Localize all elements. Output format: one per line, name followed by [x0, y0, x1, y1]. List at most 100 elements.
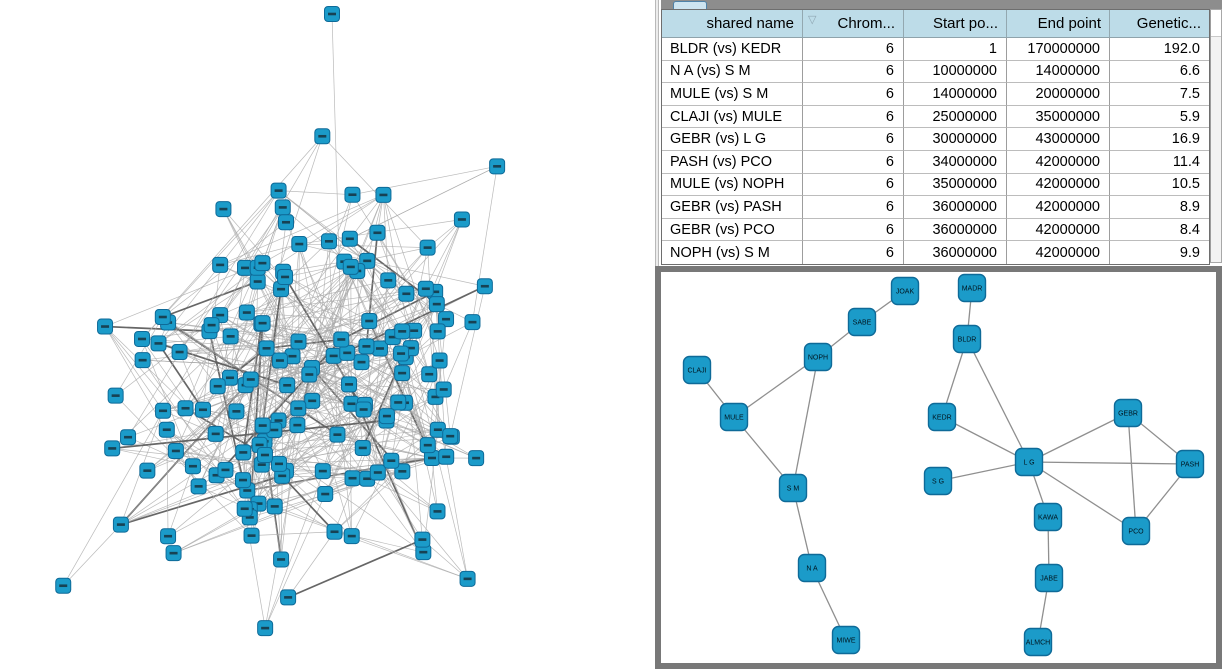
network-edge[interactable]: [278, 403, 352, 465]
network-edge[interactable]: [220, 243, 300, 266]
network-node[interactable]: [158, 421, 175, 438]
network-edge[interactable]: [220, 194, 384, 266]
network-node[interactable]: [355, 401, 372, 418]
network-edge[interactable]: [104, 262, 263, 327]
network-edge[interactable]: [279, 360, 424, 553]
network-edge[interactable]: [246, 288, 426, 313]
network-node[interactable]: [120, 429, 137, 446]
table-row[interactable]: MULE (vs) NOPH 6 35000000 42000000 10.5: [662, 173, 1209, 197]
network-edge[interactable]: [215, 348, 381, 435]
network-edge[interactable]: [351, 353, 402, 405]
network-node[interactable]: [207, 425, 224, 442]
network-node[interactable]: [476, 278, 493, 295]
network-node[interactable]: [222, 328, 239, 345]
network-edge[interactable]: [367, 260, 485, 287]
filter-icon[interactable]: ▽: [808, 14, 817, 26]
network-edge[interactable]: [351, 403, 424, 553]
network-node[interactable]: [177, 400, 194, 417]
network-node[interactable]: ALMCH: [1023, 627, 1053, 657]
network-node[interactable]: [270, 182, 287, 199]
network-edge[interactable]: [311, 270, 358, 369]
column-header-chromosome[interactable]: ▽ Chrom...: [803, 10, 904, 38]
network-node[interactable]: N A: [797, 553, 827, 583]
network-node[interactable]: [354, 439, 371, 456]
network-node[interactable]: [393, 345, 410, 362]
network-edge[interactable]: [1028, 461, 1191, 465]
network-node[interactable]: [290, 333, 307, 350]
network-node[interactable]: [394, 463, 411, 480]
network-edge[interactable]: [264, 493, 326, 629]
network-edge[interactable]: [283, 261, 345, 273]
network-edge[interactable]: [322, 136, 428, 248]
network-edge[interactable]: [211, 324, 451, 437]
network-edge[interactable]: [167, 454, 266, 537]
network-edge[interactable]: [162, 410, 216, 435]
network-node[interactable]: [453, 211, 470, 228]
network-edge[interactable]: [179, 351, 204, 410]
network-node[interactable]: [134, 352, 151, 369]
network-node[interactable]: [273, 551, 290, 568]
network-node[interactable]: [383, 452, 400, 469]
network-node[interactable]: [165, 545, 182, 562]
network-node[interactable]: MULE: [719, 402, 749, 432]
network-node[interactable]: [279, 377, 296, 394]
network-node[interactable]: [270, 455, 287, 472]
network-node[interactable]: [333, 331, 350, 348]
network-edge[interactable]: [264, 441, 424, 553]
network-node[interactable]: [104, 440, 121, 457]
network-node[interactable]: [258, 340, 275, 357]
table-row[interactable]: CLAJI (vs) MULE 6 25000000 35000000 5.9: [662, 105, 1209, 129]
network-edge[interactable]: [158, 336, 231, 344]
network-node[interactable]: [290, 400, 307, 417]
network-edge[interactable]: [261, 136, 323, 324]
network-edge[interactable]: [158, 194, 384, 344]
network-edge[interactable]: [941, 416, 1030, 463]
network-node[interactable]: [344, 470, 361, 487]
subnetwork-view[interactable]: JOAK MADR SABE BLDR NOPH CLAJI MULE KEDR GEBR L G…: [661, 272, 1216, 663]
network-edge[interactable]: [217, 336, 231, 387]
network-node[interactable]: [236, 500, 253, 517]
network-edge[interactable]: [175, 270, 358, 452]
network-node[interactable]: [329, 426, 346, 443]
network-edge[interactable]: [157, 342, 204, 411]
network-edge[interactable]: [62, 524, 122, 586]
network-edge[interactable]: [1028, 412, 1129, 463]
network-node[interactable]: [317, 486, 334, 503]
network-edge[interactable]: [166, 429, 169, 537]
network-node[interactable]: [428, 296, 445, 313]
network-node[interactable]: [134, 330, 151, 347]
network-edge[interactable]: [274, 506, 468, 580]
network-edge[interactable]: [297, 244, 300, 409]
network-node[interactable]: [190, 478, 207, 495]
network-node[interactable]: PASH: [1175, 449, 1205, 479]
network-node[interactable]: KAWA: [1033, 502, 1063, 532]
table-row[interactable]: GEBR (vs) L G 6 30000000 43000000 16.9: [662, 128, 1209, 151]
network-node[interactable]: [155, 402, 172, 419]
network-node[interactable]: [442, 428, 459, 445]
network-node[interactable]: [237, 259, 254, 276]
network-node[interactable]: [228, 403, 245, 420]
network-edge[interactable]: [236, 293, 407, 412]
network-node[interactable]: [341, 376, 358, 393]
network-node[interactable]: [390, 394, 407, 411]
network-node[interactable]: [203, 317, 220, 334]
network-edge[interactable]: [937, 461, 1030, 482]
network-edge[interactable]: [966, 338, 1030, 463]
network-edge[interactable]: [104, 326, 164, 411]
network-node[interactable]: [280, 589, 297, 606]
network-edge[interactable]: [278, 190, 353, 196]
network-node[interactable]: [406, 322, 423, 339]
network-node[interactable]: [324, 6, 340, 22]
network-node[interactable]: [291, 236, 308, 253]
network-node[interactable]: [304, 392, 321, 409]
network-edge[interactable]: [287, 531, 335, 598]
network-edge[interactable]: [322, 396, 436, 472]
network-edge[interactable]: [104, 326, 199, 487]
network-node[interactable]: [249, 273, 266, 290]
network-node[interactable]: CLAJI: [682, 355, 712, 385]
table-row[interactable]: GEBR (vs) PASH 6 36000000 42000000 8.9: [662, 196, 1209, 219]
network-edge[interactable]: [262, 194, 353, 426]
main-network-canvas[interactable]: [0, 0, 655, 669]
network-edge[interactable]: [351, 360, 440, 537]
network-node[interactable]: JABE: [1034, 563, 1064, 593]
